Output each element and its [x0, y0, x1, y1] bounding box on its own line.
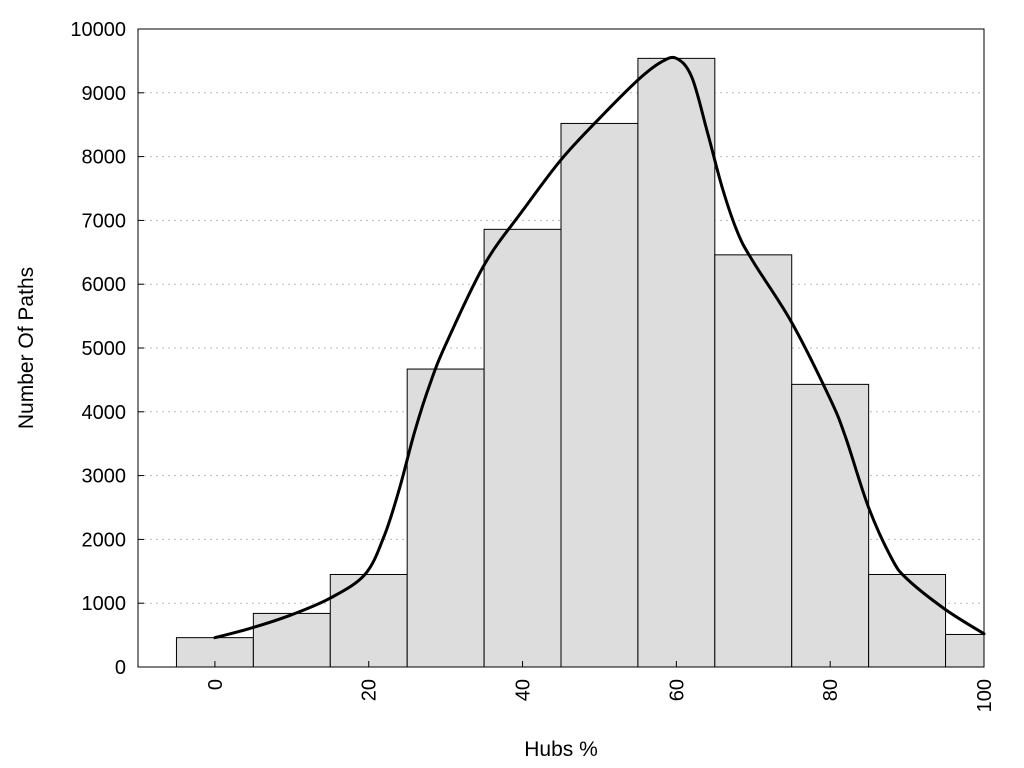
x-axis-title: Hubs %: [524, 738, 598, 761]
y-tick-label: 0: [115, 657, 126, 679]
y-tick-label: 3000: [82, 466, 127, 488]
bar-70: [714, 254, 793, 668]
y-axis: 0 1000 2000 3000 4000 5000 6000 7000 8000 9000 100…: [70, 19, 144, 679]
y-tick-label: 2000: [82, 529, 127, 551]
bar-80: [791, 383, 870, 668]
y-tick-label: 1000: [82, 593, 127, 615]
y-tick-label: 7000: [82, 210, 127, 232]
y-axis-title: Number Of Paths: [15, 267, 38, 429]
bar-40: [483, 228, 562, 668]
bar-50: [560, 122, 639, 668]
bar-90: [868, 573, 947, 668]
bar-20: [329, 573, 408, 668]
x-tick-label: 60: [666, 679, 688, 701]
y-tick-label: 4000: [82, 402, 127, 424]
density-curve: [213, 55, 986, 640]
y-tick-label: 6000: [82, 274, 127, 296]
y-tick-label: 9000: [82, 83, 127, 105]
y-tick-label: 10000: [70, 19, 126, 41]
y-tick-label: 8000: [82, 147, 127, 169]
bar-100: [945, 633, 985, 668]
x-axis: 0 20 40 60 80 100: [205, 661, 996, 712]
y-tick-label: 5000: [82, 338, 127, 360]
bar-10: [252, 612, 331, 668]
x-tick-label: 100: [974, 679, 996, 712]
x-tick-label: 80: [820, 679, 842, 701]
bars: [175, 57, 985, 668]
x-tick-label: 0: [205, 679, 227, 690]
bar-60: [637, 57, 716, 668]
x-tick-label: 20: [359, 679, 381, 701]
x-tick-label: 40: [513, 679, 535, 701]
